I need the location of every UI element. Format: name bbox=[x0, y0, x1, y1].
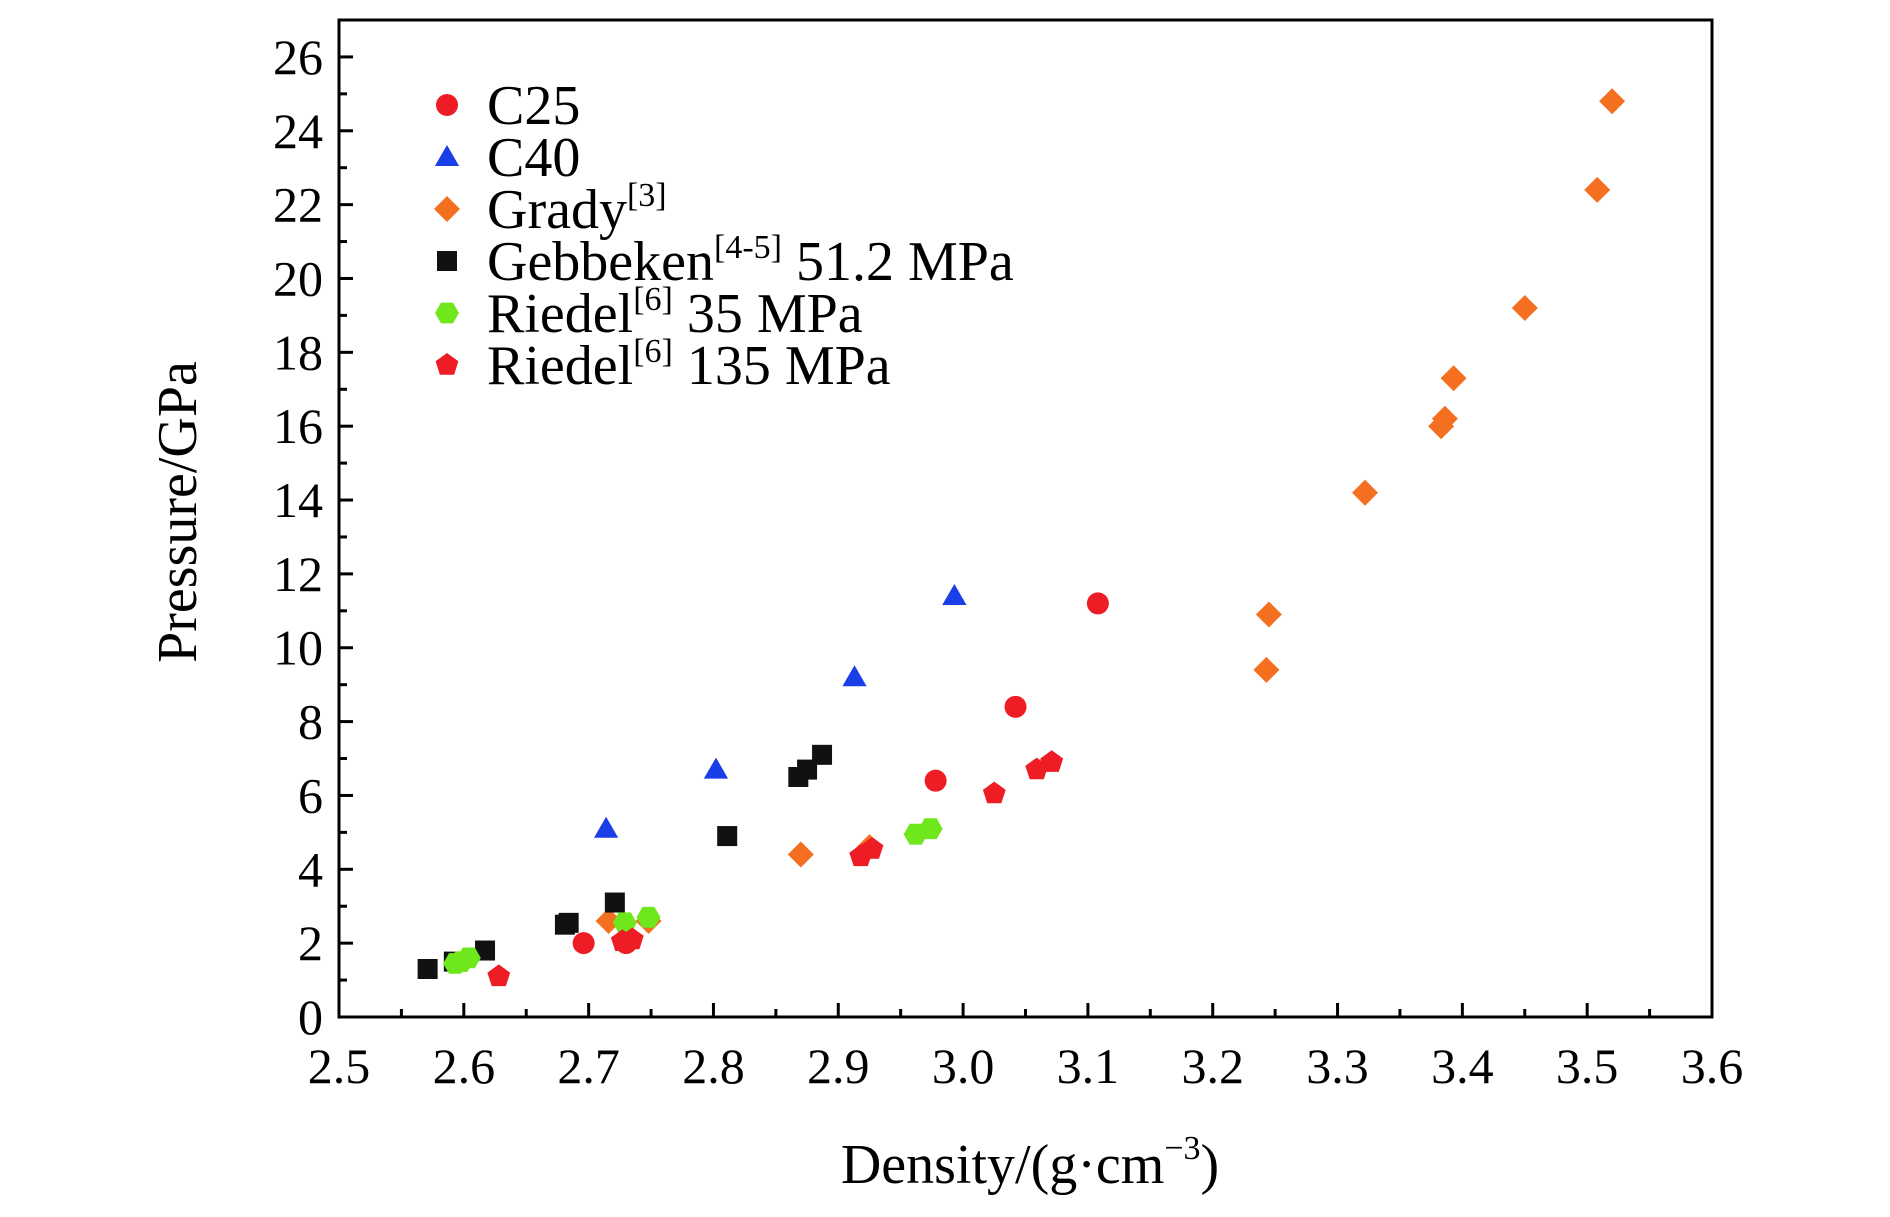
data-point bbox=[1086, 592, 1109, 615]
legend-marker bbox=[435, 353, 459, 375]
legend-label: Riedel[6] 135 MPa bbox=[487, 333, 891, 397]
x-tick-label: 2.8 bbox=[682, 1038, 745, 1094]
legend-item: Gebbeken[4-5] 51.2 MPa bbox=[437, 229, 1014, 293]
y-tick-label: 6 bbox=[298, 767, 323, 823]
data-point bbox=[1040, 750, 1064, 772]
x-tick-label: 3.3 bbox=[1306, 1038, 1369, 1094]
data-point bbox=[604, 892, 625, 913]
data-point bbox=[1253, 656, 1280, 683]
tick-labels: 2.5 2.6 2.7 2.8 2.9 3.0 3.1 3.2 3.3 3.4 3.5 3.60246… bbox=[273, 29, 1743, 1094]
data-point bbox=[1440, 365, 1467, 392]
y-tick-label: 24 bbox=[273, 103, 323, 159]
data-point bbox=[1599, 88, 1626, 115]
x-tick-label: 2.9 bbox=[807, 1038, 870, 1094]
x-tick-label: 3.6 bbox=[1681, 1038, 1744, 1094]
x-tick-label: 3.4 bbox=[1431, 1038, 1494, 1094]
legend-marker bbox=[436, 94, 458, 116]
data-point bbox=[703, 757, 729, 779]
y-tick-label: 2 bbox=[298, 915, 323, 971]
data-point bbox=[982, 781, 1006, 804]
data-point bbox=[612, 912, 637, 934]
data-point bbox=[787, 841, 814, 868]
x-tick-label: 2.7 bbox=[557, 1038, 620, 1094]
legend-label: Riedel[6] 35 MPa bbox=[487, 281, 863, 345]
data-point bbox=[620, 927, 644, 950]
data-point bbox=[1511, 295, 1538, 321]
data-point bbox=[558, 912, 579, 933]
y-tick-label: 18 bbox=[273, 324, 323, 380]
legend-label: Grady[3] bbox=[487, 177, 667, 241]
x-axis-title: Density/(g·cm−3) bbox=[841, 1130, 1219, 1196]
legend-item: Grady[3] bbox=[434, 177, 667, 241]
legend-item: C25 bbox=[436, 75, 580, 137]
data-point bbox=[942, 584, 967, 605]
y-tick-label: 0 bbox=[298, 989, 323, 1045]
x-tick-label: 3.5 bbox=[1556, 1038, 1619, 1094]
data-point bbox=[924, 769, 947, 792]
x-tick-label: 2.5 bbox=[308, 1038, 371, 1094]
legend-label: C40 bbox=[487, 127, 580, 189]
x-tick-label: 3.0 bbox=[932, 1038, 995, 1094]
data-point bbox=[456, 947, 481, 969]
series-4 bbox=[417, 744, 833, 979]
data-point bbox=[595, 908, 622, 934]
data-point bbox=[860, 837, 884, 859]
data-point bbox=[636, 906, 661, 928]
y-tick-label: 10 bbox=[273, 620, 323, 676]
axis-ticks bbox=[337, 18, 1714, 1019]
data-point bbox=[1255, 601, 1282, 628]
data-point bbox=[475, 940, 496, 961]
legend-marker bbox=[434, 196, 460, 222]
y-tick-label: 14 bbox=[273, 472, 323, 528]
data-points bbox=[417, 88, 1626, 987]
data-point bbox=[918, 818, 943, 840]
series-2 bbox=[594, 584, 967, 838]
data-point bbox=[812, 744, 833, 765]
legend-item: C40 bbox=[434, 127, 580, 189]
data-point bbox=[1004, 695, 1027, 718]
data-point bbox=[594, 816, 619, 838]
series-3 bbox=[595, 88, 1626, 934]
data-point bbox=[1584, 176, 1611, 203]
legend-marker bbox=[434, 145, 460, 166]
y-tick-label: 22 bbox=[273, 177, 323, 233]
data-point bbox=[487, 964, 511, 987]
series-5 bbox=[443, 818, 943, 974]
y-tick-label: 20 bbox=[273, 250, 323, 306]
legend-label: C25 bbox=[487, 75, 580, 137]
y-axis-title: Pressure/GPa bbox=[147, 361, 209, 663]
legend-marker bbox=[435, 302, 459, 324]
y-tick-label: 8 bbox=[298, 694, 323, 750]
x-tick-label: 2.6 bbox=[433, 1038, 496, 1094]
legend-label: Gebbeken[4-5] 51.2 MPa bbox=[487, 229, 1014, 293]
legend-item: Riedel[6] 135 MPa bbox=[435, 333, 891, 397]
data-point bbox=[842, 665, 867, 687]
y-tick-label: 4 bbox=[298, 841, 323, 897]
legend-item: Riedel[6] 35 MPa bbox=[435, 281, 863, 345]
x-tick-label: 3.2 bbox=[1181, 1038, 1244, 1094]
y-tick-label: 26 bbox=[273, 29, 323, 85]
series-6 bbox=[487, 750, 1064, 987]
y-tick-label: 12 bbox=[273, 546, 323, 602]
legend-marker bbox=[437, 251, 457, 271]
y-tick-label: 16 bbox=[273, 398, 323, 454]
data-point bbox=[1431, 405, 1458, 432]
data-point bbox=[1352, 479, 1378, 506]
data-point bbox=[717, 826, 738, 847]
x-tick-label: 3.1 bbox=[1057, 1038, 1120, 1094]
data-point bbox=[417, 958, 438, 979]
data-point bbox=[572, 932, 595, 955]
